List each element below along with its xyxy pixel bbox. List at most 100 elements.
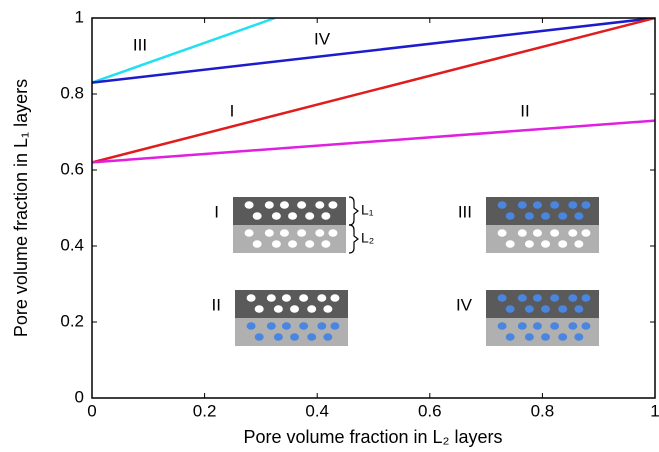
pore xyxy=(517,229,527,237)
pore xyxy=(246,294,256,302)
pore xyxy=(330,294,340,302)
pore xyxy=(317,294,327,302)
x-tick-label: 1 xyxy=(650,401,659,420)
pore xyxy=(517,201,527,209)
layer-bottom xyxy=(233,225,346,253)
pore xyxy=(305,240,315,248)
pore xyxy=(497,229,507,237)
pore xyxy=(581,201,591,209)
brace xyxy=(348,224,359,254)
pore xyxy=(532,229,542,237)
pore xyxy=(281,322,291,330)
pore xyxy=(497,201,507,209)
pore xyxy=(271,212,281,220)
x-tick-label: 0.4 xyxy=(305,401,329,420)
pore xyxy=(246,322,256,330)
line-label: IV xyxy=(314,29,331,48)
panel-label: I xyxy=(214,202,219,221)
pore xyxy=(279,201,289,209)
pore xyxy=(281,294,291,302)
pore xyxy=(532,322,542,330)
y-tick-label: 0.8 xyxy=(60,83,84,102)
pore xyxy=(315,229,325,237)
x-tick-label: 0 xyxy=(87,401,96,420)
pore xyxy=(254,333,264,341)
layer-top xyxy=(486,197,599,225)
pore xyxy=(321,240,331,248)
line-series xyxy=(92,18,276,84)
panel-label: IV xyxy=(456,295,473,314)
pore xyxy=(271,240,281,248)
pore xyxy=(497,294,507,302)
pore xyxy=(307,305,317,313)
pore xyxy=(323,305,333,313)
pore xyxy=(558,305,568,313)
layer-bottom xyxy=(486,225,599,253)
pore xyxy=(288,240,298,248)
pore xyxy=(568,294,578,302)
pore xyxy=(244,201,254,209)
line-label: II xyxy=(520,101,529,120)
y-tick-label: 0.4 xyxy=(60,235,84,254)
pore xyxy=(252,212,262,220)
pore xyxy=(558,333,568,341)
pore xyxy=(305,212,315,220)
pore xyxy=(273,333,283,341)
pore xyxy=(541,240,551,248)
x-tick-label: 0.2 xyxy=(193,401,217,420)
y-tick-label: 0.2 xyxy=(60,311,84,330)
pore xyxy=(497,322,507,330)
pore xyxy=(297,201,307,209)
pore xyxy=(273,305,283,313)
line-label: I xyxy=(230,101,235,120)
pore xyxy=(517,322,527,330)
x-tick-label: 0.8 xyxy=(531,401,555,420)
pore xyxy=(279,229,289,237)
pore xyxy=(574,240,584,248)
pore xyxy=(252,240,262,248)
pore xyxy=(299,322,309,330)
pore xyxy=(541,212,551,220)
x-tick-label: 0.6 xyxy=(418,401,442,420)
pore xyxy=(524,333,534,341)
pore xyxy=(524,240,534,248)
pore xyxy=(524,305,534,313)
plot-frame xyxy=(91,17,656,399)
pore xyxy=(541,305,551,313)
pore xyxy=(244,229,254,237)
pore xyxy=(290,305,300,313)
line-series xyxy=(92,119,655,164)
pore xyxy=(505,240,515,248)
pore xyxy=(558,212,568,220)
pore xyxy=(541,333,551,341)
line-series xyxy=(92,18,655,84)
layer-top xyxy=(486,290,599,318)
pore xyxy=(581,229,591,237)
panel-label: II xyxy=(212,295,221,314)
pore xyxy=(568,201,578,209)
pore xyxy=(517,294,527,302)
y-tick-label: 0 xyxy=(75,387,84,406)
line-label: III xyxy=(133,35,147,54)
pore xyxy=(505,305,515,313)
pore xyxy=(307,333,317,341)
pore xyxy=(266,294,276,302)
line-series xyxy=(92,18,655,164)
pore xyxy=(568,322,578,330)
y-tick-label: 0.6 xyxy=(60,159,84,178)
brace xyxy=(348,196,359,226)
pore xyxy=(321,212,331,220)
pore xyxy=(558,240,568,248)
pore xyxy=(264,201,274,209)
pore xyxy=(317,322,327,330)
pore xyxy=(297,229,307,237)
y-axis-title: Pore volume fraction in L₁ layers xyxy=(11,79,31,337)
pore xyxy=(581,322,591,330)
pore xyxy=(550,322,560,330)
pore xyxy=(328,201,338,209)
pore xyxy=(532,201,542,209)
pore xyxy=(264,229,274,237)
pore xyxy=(550,229,560,237)
layer-bottom xyxy=(486,318,599,346)
